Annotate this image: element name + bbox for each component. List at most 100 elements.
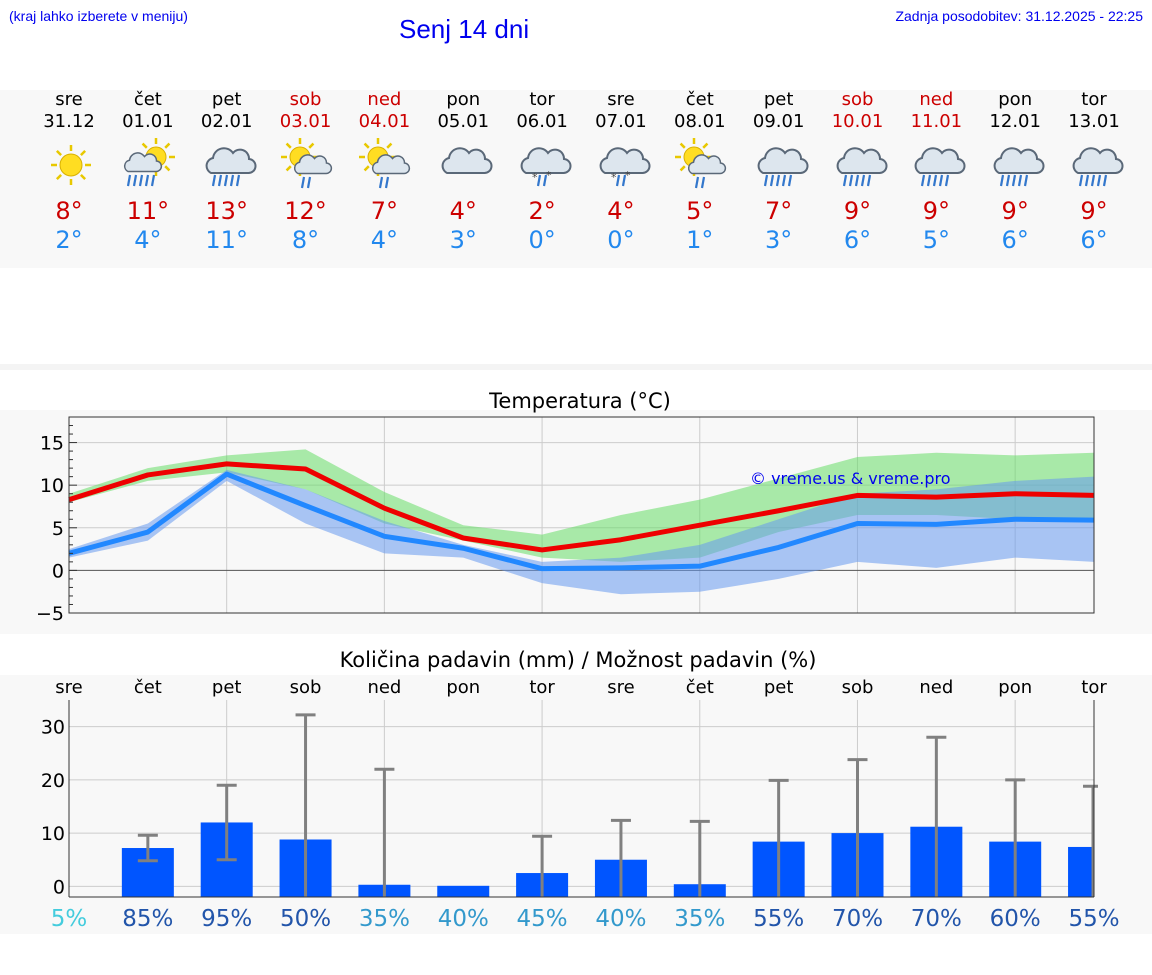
day-name: sob: [841, 89, 874, 110]
precip-bar: [1068, 846, 1094, 897]
day-name: ned: [367, 89, 402, 110]
cloud-rain-icon: [1055, 133, 1133, 197]
day-name: sre: [607, 89, 635, 110]
day-name: tor: [529, 89, 555, 110]
day-date: 10.01: [831, 111, 884, 132]
category-label: tor: [1081, 677, 1107, 698]
y-tick-label: 30: [41, 717, 65, 739]
y-tick-label: 10: [41, 823, 65, 845]
day-name: pon: [446, 89, 481, 110]
precip-chance-label: 70%: [911, 906, 962, 932]
svg-text:*: *: [625, 169, 631, 182]
temp-max: 7°: [370, 197, 399, 225]
watermark: © vreme.us & vreme.pro: [750, 469, 951, 488]
temp-min: 2°: [55, 226, 83, 254]
day-name: pon: [998, 89, 1033, 110]
day-name: pet: [211, 89, 242, 110]
day-column: sob 03.01 12° 8°: [267, 89, 345, 255]
day-date: 03.01: [279, 111, 332, 132]
temp-min: 6°: [1080, 226, 1108, 254]
chart-title: Temperatura (°C): [488, 389, 671, 413]
precip-chance-label: 40%: [595, 906, 646, 932]
temp-min: 3°: [449, 226, 477, 254]
forecast-strip: [0, 90, 1152, 268]
sun-cloud-light-rain-icon: [661, 133, 739, 197]
page-title: Senj 14 dni: [399, 14, 530, 44]
temp-max: 9°: [1080, 197, 1108, 225]
day-date: 06.01: [516, 111, 568, 132]
category-label: pon: [998, 677, 1032, 698]
temp-max: 12°: [284, 197, 327, 225]
category-label: čet: [134, 677, 162, 698]
cloud-rain-icon: [740, 133, 818, 197]
category-label: pet: [212, 677, 242, 698]
day-date: 12.01: [989, 111, 1041, 132]
y-tick-label: 15: [40, 433, 64, 455]
temp-min: 8°: [291, 226, 320, 254]
day-column: čet 08.01 5° 1°: [661, 89, 739, 255]
temp-min: 6°: [1001, 226, 1029, 254]
temp-min: 11°: [205, 226, 248, 254]
precip-chance-label: 55%: [753, 906, 804, 932]
category-label: sre: [55, 677, 82, 698]
precip-chance-label: 35%: [359, 906, 410, 932]
day-date: 13.01: [1068, 111, 1120, 132]
temp-max: 4°: [449, 197, 477, 225]
cloud-rain-icon: [188, 133, 266, 197]
temp-min: 1°: [686, 226, 714, 254]
category-label: ned: [367, 677, 401, 698]
day-date: 05.01: [437, 111, 490, 132]
location-hint[interactable]: (kraj lahko izberete v meniju): [9, 8, 188, 24]
category-label: pet: [764, 677, 794, 698]
day-column: sre 31.12 8° 2°: [30, 89, 108, 255]
day-name: čet: [685, 89, 714, 110]
cloud-rain-icon: [819, 133, 897, 197]
precip-chance-label: 5%: [51, 906, 88, 932]
series-line: [68, 461, 1095, 553]
day-date: 01.01: [122, 111, 174, 132]
precipitation-chart: Količina padavin (mm) / Možnost padavin …: [41, 648, 1120, 932]
day-date: 04.01: [358, 111, 411, 132]
day-name: sre: [55, 89, 83, 110]
temp-max: 11°: [126, 197, 170, 225]
day-date: 02.01: [200, 111, 253, 132]
y-tick-label: 0: [52, 560, 64, 582]
day-name: čet: [133, 89, 162, 110]
temp-min: 4°: [134, 226, 162, 254]
precip-chance-label: 35%: [674, 906, 725, 932]
sun-cloud-light-rain-icon: [267, 133, 345, 197]
temp-min: 4°: [370, 226, 399, 254]
cloud-icon: [424, 133, 502, 197]
sun-icon: [30, 133, 108, 197]
precip-chance-label: 85%: [122, 906, 173, 932]
temp-min: 6°: [843, 226, 872, 254]
y-tick-label: 0: [53, 876, 65, 898]
temp-max: 8°: [55, 197, 83, 225]
y-tick-label: 10: [40, 475, 64, 497]
svg-text:*: *: [611, 171, 617, 184]
temp-max: 2°: [528, 197, 556, 225]
category-label: sre: [607, 677, 634, 698]
y-tick-label: 20: [41, 770, 65, 792]
precip-chance-label: 50%: [280, 906, 331, 932]
temp-min: 5°: [922, 226, 950, 254]
temp-max: 7°: [765, 197, 793, 225]
precip-chance-label: 95%: [201, 906, 252, 932]
day-column: pet 02.01 13° 11°: [188, 89, 266, 255]
temp-max: 13°: [205, 197, 248, 225]
day-date: 09.01: [752, 111, 805, 132]
series-line: [68, 471, 1095, 572]
temp-max: 9°: [1001, 197, 1029, 225]
temp-max: 9°: [922, 197, 950, 225]
temp-max: 9°: [843, 197, 872, 225]
precip-chance-label: 55%: [1068, 906, 1119, 932]
day-column: sre 07.01 * * 4° 0°: [582, 89, 660, 255]
temp-min: 3°: [765, 226, 793, 254]
temp-max: 4°: [607, 197, 635, 225]
last-update: Zadnja posodobitev: 31.12.2025 - 22:25: [895, 8, 1143, 24]
temperature-chart: Temperatura (°C) −5 0 5 10 15 © vreme.us & vre…: [36, 389, 1095, 625]
precip-chance-label: 70%: [832, 906, 883, 932]
cloud-sleet-icon: * *: [503, 133, 581, 197]
category-label: tor: [529, 677, 555, 698]
category-label: sob: [290, 677, 322, 698]
